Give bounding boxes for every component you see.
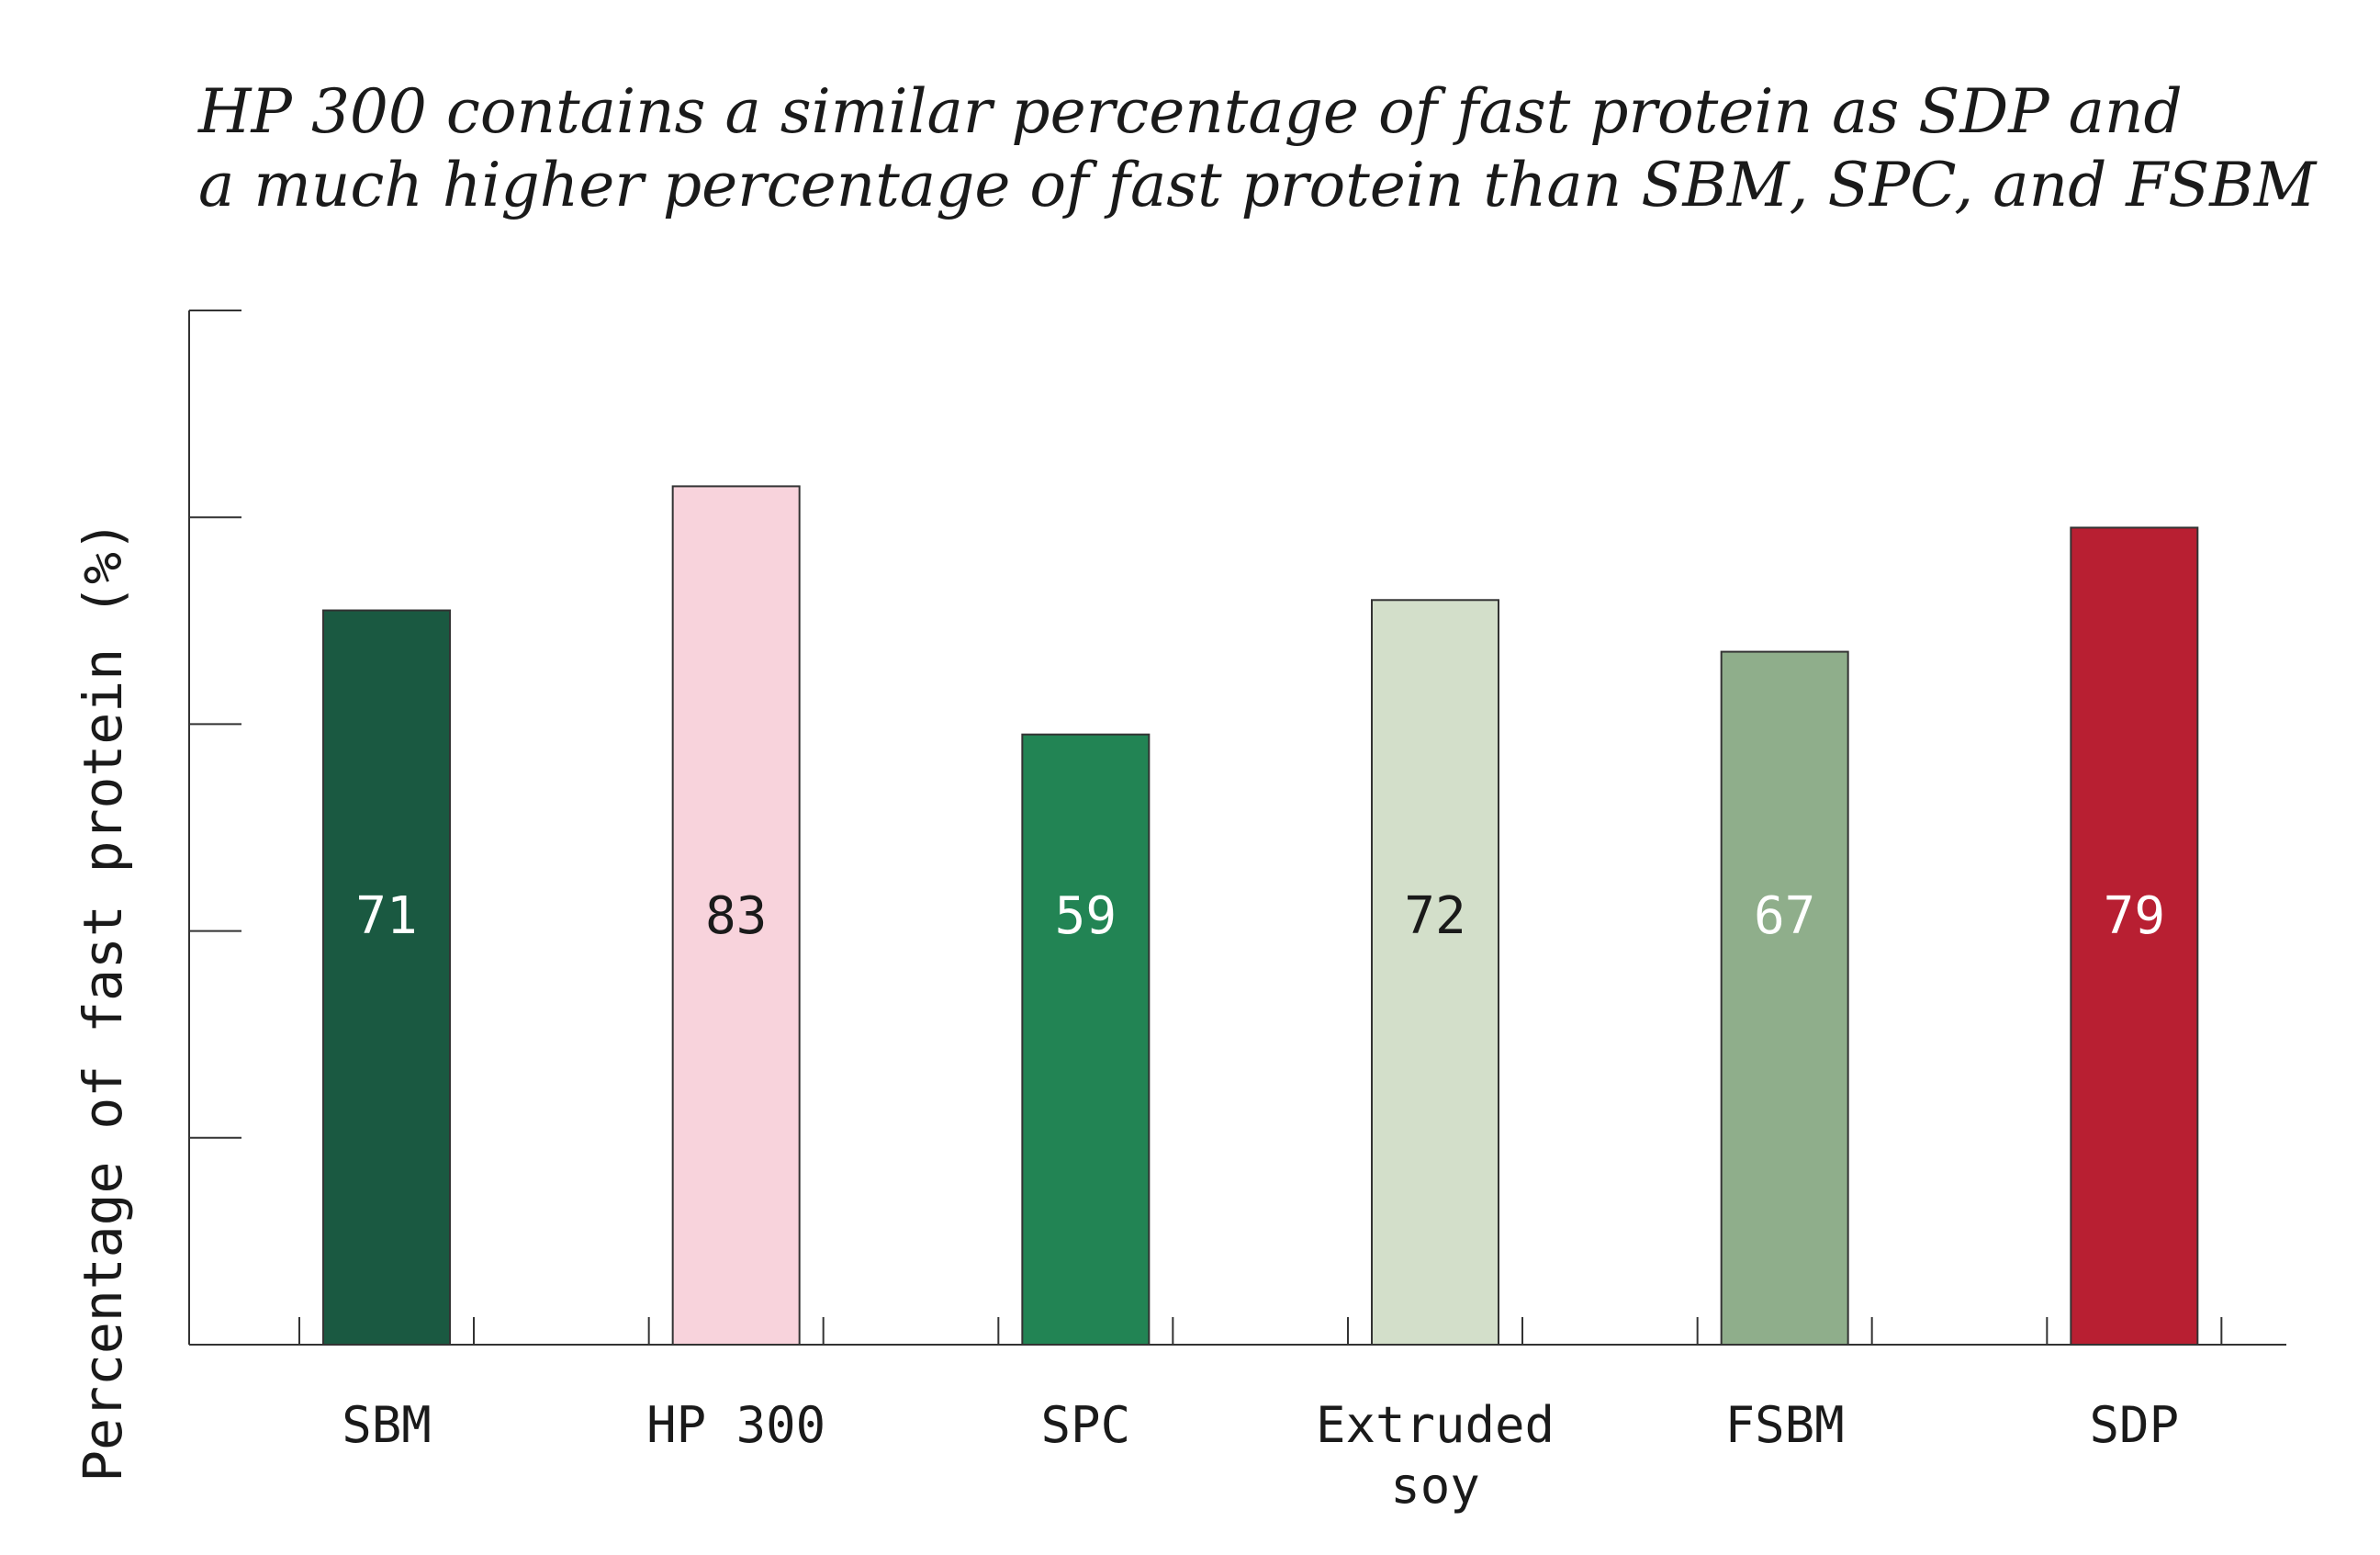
- data-label: 83: [705, 886, 767, 946]
- bar: [1371, 599, 1499, 1346]
- bar: [1021, 733, 1151, 1346]
- axes: [188, 310, 2286, 1346]
- data-labels: 71 83 59 72 67 79: [355, 886, 2165, 946]
- data-label: 72: [1404, 886, 1465, 946]
- x-tick-label: FSBM: [1725, 1396, 1845, 1454]
- data-label: 67: [1754, 886, 1815, 946]
- chart-title-line-2: a much higher percentage of fast protein…: [198, 150, 2317, 220]
- bars: [322, 485, 2199, 1346]
- bar: [1720, 650, 1849, 1346]
- x-tick-label: SBM: [342, 1396, 432, 1454]
- x-tick-label: HP 300: [646, 1396, 825, 1454]
- bar: [671, 485, 801, 1346]
- x-tick-label: SDP: [2090, 1396, 2180, 1454]
- data-label: 79: [2104, 886, 2165, 946]
- bar: [2070, 526, 2199, 1346]
- chart-title-line-1: HP 300 contains a similar percentage of …: [198, 76, 2183, 147]
- x-tick-label: soy: [1390, 1457, 1480, 1515]
- data-label: 59: [1055, 886, 1117, 946]
- y-axis-label: Percentage of fast protein (%): [72, 520, 134, 1482]
- data-label: 71: [355, 886, 417, 946]
- chart-title: HP 300 contains a similar percentage of …: [198, 75, 2317, 222]
- x-tick-label: Extruded: [1316, 1396, 1555, 1454]
- x-tick-label: SPC: [1041, 1396, 1131, 1454]
- bar: [322, 609, 451, 1346]
